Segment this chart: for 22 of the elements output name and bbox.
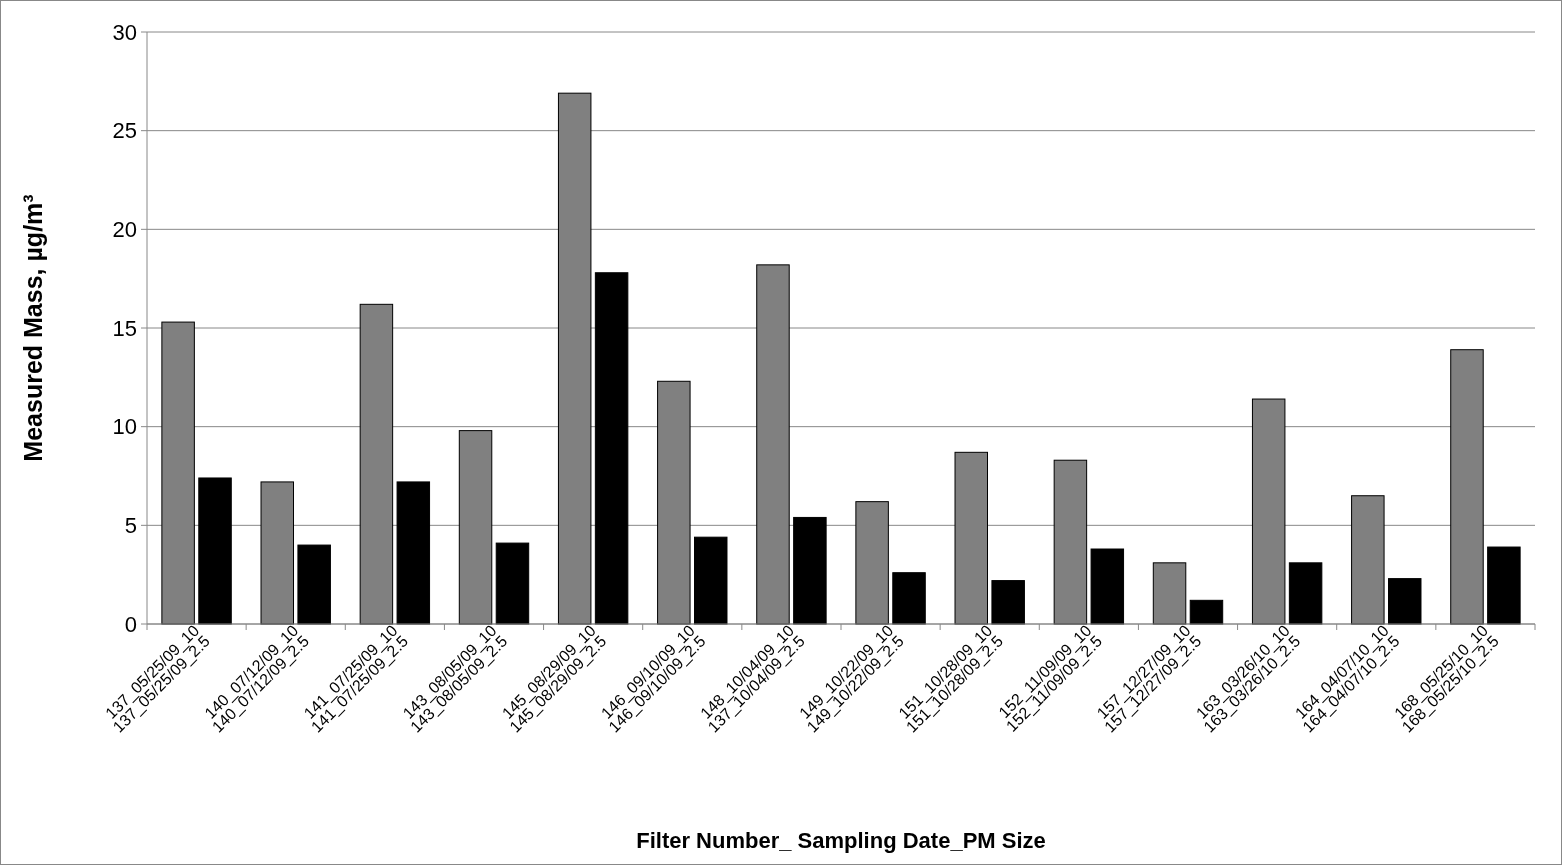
y-tick-label: 15 xyxy=(112,315,137,341)
bar xyxy=(1388,578,1422,625)
y-tick-label: 5 xyxy=(124,513,137,539)
bar xyxy=(495,542,530,625)
bar xyxy=(1487,546,1521,625)
bar xyxy=(793,516,827,625)
bar xyxy=(594,272,629,625)
y-axis-title: Measured Mass, µg/m³ xyxy=(19,194,47,462)
bar xyxy=(297,544,331,625)
bar xyxy=(1288,562,1323,625)
bar xyxy=(198,477,232,625)
y-tick-label: 10 xyxy=(112,414,137,440)
bar xyxy=(1189,599,1224,625)
y-tick-label: 20 xyxy=(112,217,137,243)
bar xyxy=(892,572,926,625)
x-axis-title: Filter Number_ Sampling Date_PM Size xyxy=(636,828,1046,853)
y-tick-label: 30 xyxy=(112,19,137,45)
bar xyxy=(694,536,728,625)
bar xyxy=(396,481,431,625)
bar xyxy=(1090,548,1125,625)
y-tick-label: 25 xyxy=(112,118,137,144)
bar xyxy=(991,580,1025,625)
